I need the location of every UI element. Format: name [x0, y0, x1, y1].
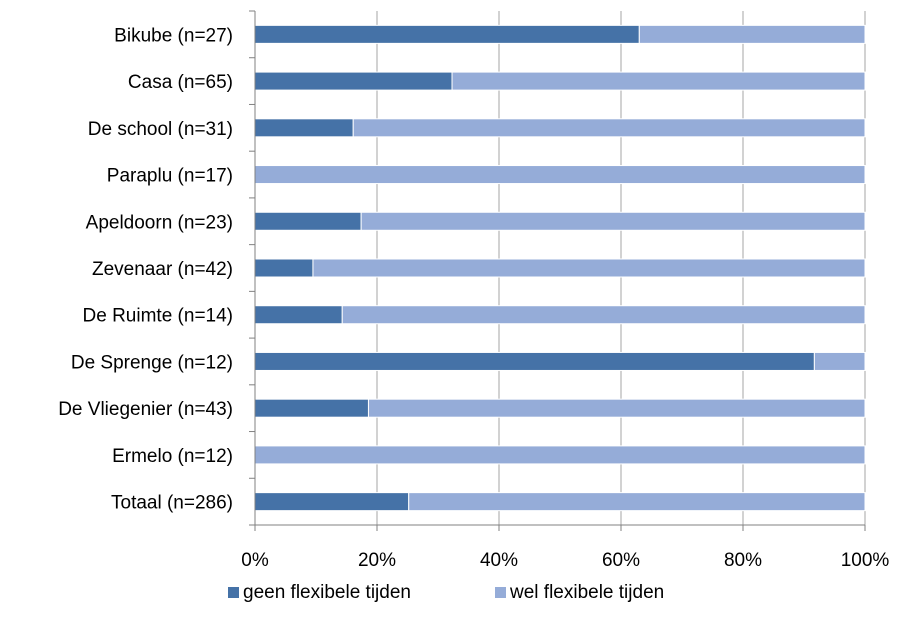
- x-tick-label: 60%: [602, 550, 640, 571]
- legend-swatch: [228, 587, 239, 598]
- bar-segment-wel: [341, 305, 866, 325]
- legend-label: wel flexibele tijden: [509, 582, 664, 603]
- bar-segment-geen: [254, 305, 343, 325]
- bar-segment-geen: [254, 24, 640, 44]
- category-label: Paraplu (n=17): [107, 166, 233, 187]
- category-label: Totaal (n=286): [111, 493, 233, 514]
- bar-segment-wel: [254, 445, 866, 465]
- category-label: Zevenaar (n=42): [92, 259, 233, 280]
- bar-segment-geen: [254, 398, 369, 418]
- bar-segment-wel: [813, 351, 866, 371]
- x-tick-label: 20%: [358, 550, 396, 571]
- x-tick-label: 0%: [241, 550, 269, 571]
- category-label: De Sprenge (n=12): [71, 352, 233, 373]
- x-tick-labels: 0% 20% 40% 60% 80% 100%: [241, 550, 889, 571]
- category-label: Casa (n=65): [128, 72, 233, 93]
- axes: [249, 10, 866, 531]
- category-label: De Ruimte (n=14): [83, 306, 233, 327]
- bar-segment-geen: [254, 118, 354, 138]
- bar-segment-wel: [638, 24, 866, 44]
- bar-segment-wel: [254, 165, 866, 185]
- bar-segment-wel: [352, 118, 866, 138]
- category-label: Apeldoorn (n=23): [86, 212, 233, 233]
- bar-segment-geen: [254, 71, 453, 91]
- category-label: De Vliegenier (n=43): [58, 399, 233, 420]
- legend-label: geen flexibele tijden: [243, 582, 411, 603]
- bars: [254, 24, 866, 512]
- bar-segment-wel: [312, 258, 866, 278]
- bar-segment-geen: [254, 351, 815, 371]
- legend-swatch: [495, 587, 506, 598]
- legend: geen flexibele tijden wel flexibele tijde…: [228, 582, 664, 603]
- x-tick-label: 40%: [480, 550, 518, 571]
- category-label: Ermelo (n=12): [112, 446, 233, 467]
- bar-segment-wel: [451, 71, 866, 91]
- category-label: Bikube (n=27): [114, 25, 233, 46]
- bar-segment-geen: [254, 211, 362, 231]
- x-tick-label: 100%: [841, 550, 890, 571]
- bar-segment-wel: [360, 211, 866, 231]
- category-labels: Bikube (n=27) Casa (n=65) De school (n=31)…: [58, 25, 233, 513]
- x-tick-label: 80%: [724, 550, 762, 571]
- bar-segment-wel: [367, 398, 866, 418]
- category-label: De school (n=31): [88, 119, 233, 140]
- bar-segment-geen: [254, 492, 410, 512]
- bar-segment-wel: [408, 492, 866, 512]
- bar-segment-geen: [254, 258, 314, 278]
